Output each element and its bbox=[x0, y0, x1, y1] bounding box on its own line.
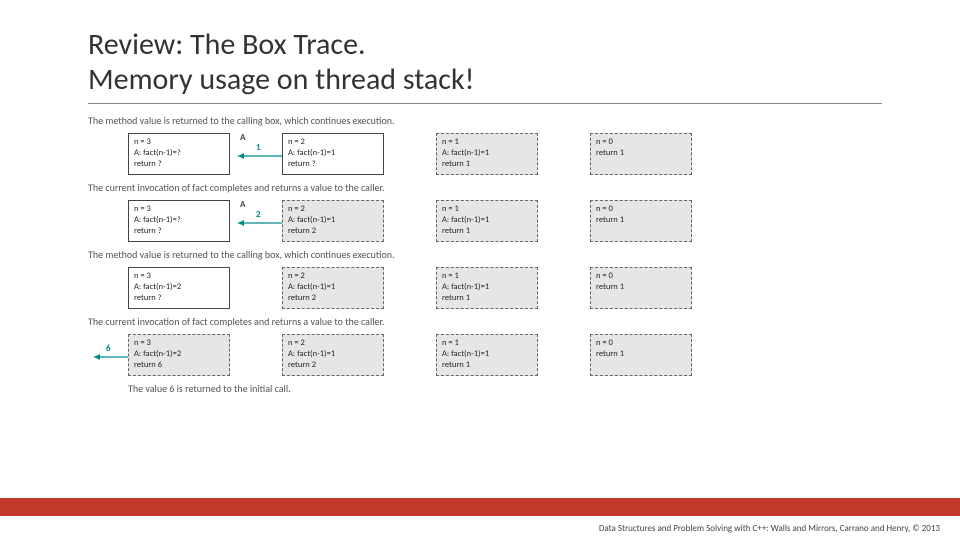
stack-frame: n = 2 A: fact(n-1)=1 return 2 bbox=[282, 334, 384, 376]
stack-frame: n = 1 A: fact(n-1)=1 return 1 bbox=[436, 200, 538, 242]
stack-frame: n = 1 A: fact(n-1)=1 return 1 bbox=[436, 133, 538, 175]
stack-frame: n = 2 A: fact(n-1)=1 return 2 bbox=[282, 267, 384, 309]
step-caption: The current invocation of fact completes… bbox=[88, 181, 882, 194]
box-row: n = 3 A: fact(n-1)=2 return ? n = 2 A: fa… bbox=[88, 267, 882, 309]
final-note: The value 6 is returned to the initial c… bbox=[88, 382, 882, 395]
arrow-target-label: A bbox=[240, 199, 245, 210]
footer-text: Data Structures and Problem Solving with… bbox=[0, 523, 940, 534]
trace-step: The method value is returned to the call… bbox=[88, 114, 882, 175]
step-caption: The current invocation of fact completes… bbox=[88, 315, 882, 328]
box-row: n = 3 A: fact(n-1)=2 return 6 n = 2 A: fa… bbox=[88, 334, 882, 376]
stack-frame: n = 0 return 1 bbox=[590, 200, 692, 242]
stack-frame: n = 0 return 1 bbox=[590, 133, 692, 175]
stack-frame: n = 3 A: fact(n-1)=2 return ? bbox=[128, 267, 230, 309]
stack-frame: n = 1 A: fact(n-1)=1 return 1 bbox=[436, 267, 538, 309]
stack-frame: n = 3 A: fact(n-1)=? return ? bbox=[128, 133, 230, 175]
stack-frame: n = 1 A: fact(n-1)=1 return 1 bbox=[436, 334, 538, 376]
title-line-1: Review: The Box Trace. bbox=[88, 26, 366, 63]
stack-frame: n = 2 A: fact(n-1)=1 return 2 bbox=[282, 200, 384, 242]
title-line-2: Memory usage on thread stack! bbox=[88, 61, 474, 98]
arrow-label: 1 bbox=[256, 142, 261, 153]
arrow-label: 6 bbox=[106, 343, 111, 354]
stack-frame: n = 3 A: fact(n-1)=2 return 6 bbox=[128, 334, 230, 376]
trace-step: The current invocation of fact completes… bbox=[88, 181, 882, 242]
box-row: n = 3 A: fact(n-1)=? return ? n = 2 A: fa… bbox=[88, 133, 882, 175]
footer-bar bbox=[0, 498, 960, 516]
stack-frame: n = 2 A: fact(n-1)=1 return ? bbox=[282, 133, 384, 175]
box-row: n = 3 A: fact(n-1)=? return ? n = 2 A: fa… bbox=[88, 200, 882, 242]
stack-frame: n = 0 return 1 bbox=[590, 267, 692, 309]
stack-frame: n = 0 return 1 bbox=[590, 334, 692, 376]
trace-rows: The method value is returned to the call… bbox=[88, 114, 882, 376]
step-caption: The method value is returned to the call… bbox=[88, 248, 882, 261]
trace-step: The method value is returned to the call… bbox=[88, 248, 882, 309]
trace-step: The current invocation of fact completes… bbox=[88, 315, 882, 376]
title-rule bbox=[88, 103, 882, 104]
stack-frame: n = 3 A: fact(n-1)=? return ? bbox=[128, 200, 230, 242]
slide-title: Review: The Box Trace. Memory usage on t… bbox=[88, 28, 882, 97]
slide: Review: The Box Trace. Memory usage on t… bbox=[0, 0, 960, 395]
arrow-target-label: A bbox=[240, 132, 245, 143]
arrow-label: 2 bbox=[256, 209, 261, 220]
step-caption: The method value is returned to the call… bbox=[88, 114, 882, 127]
